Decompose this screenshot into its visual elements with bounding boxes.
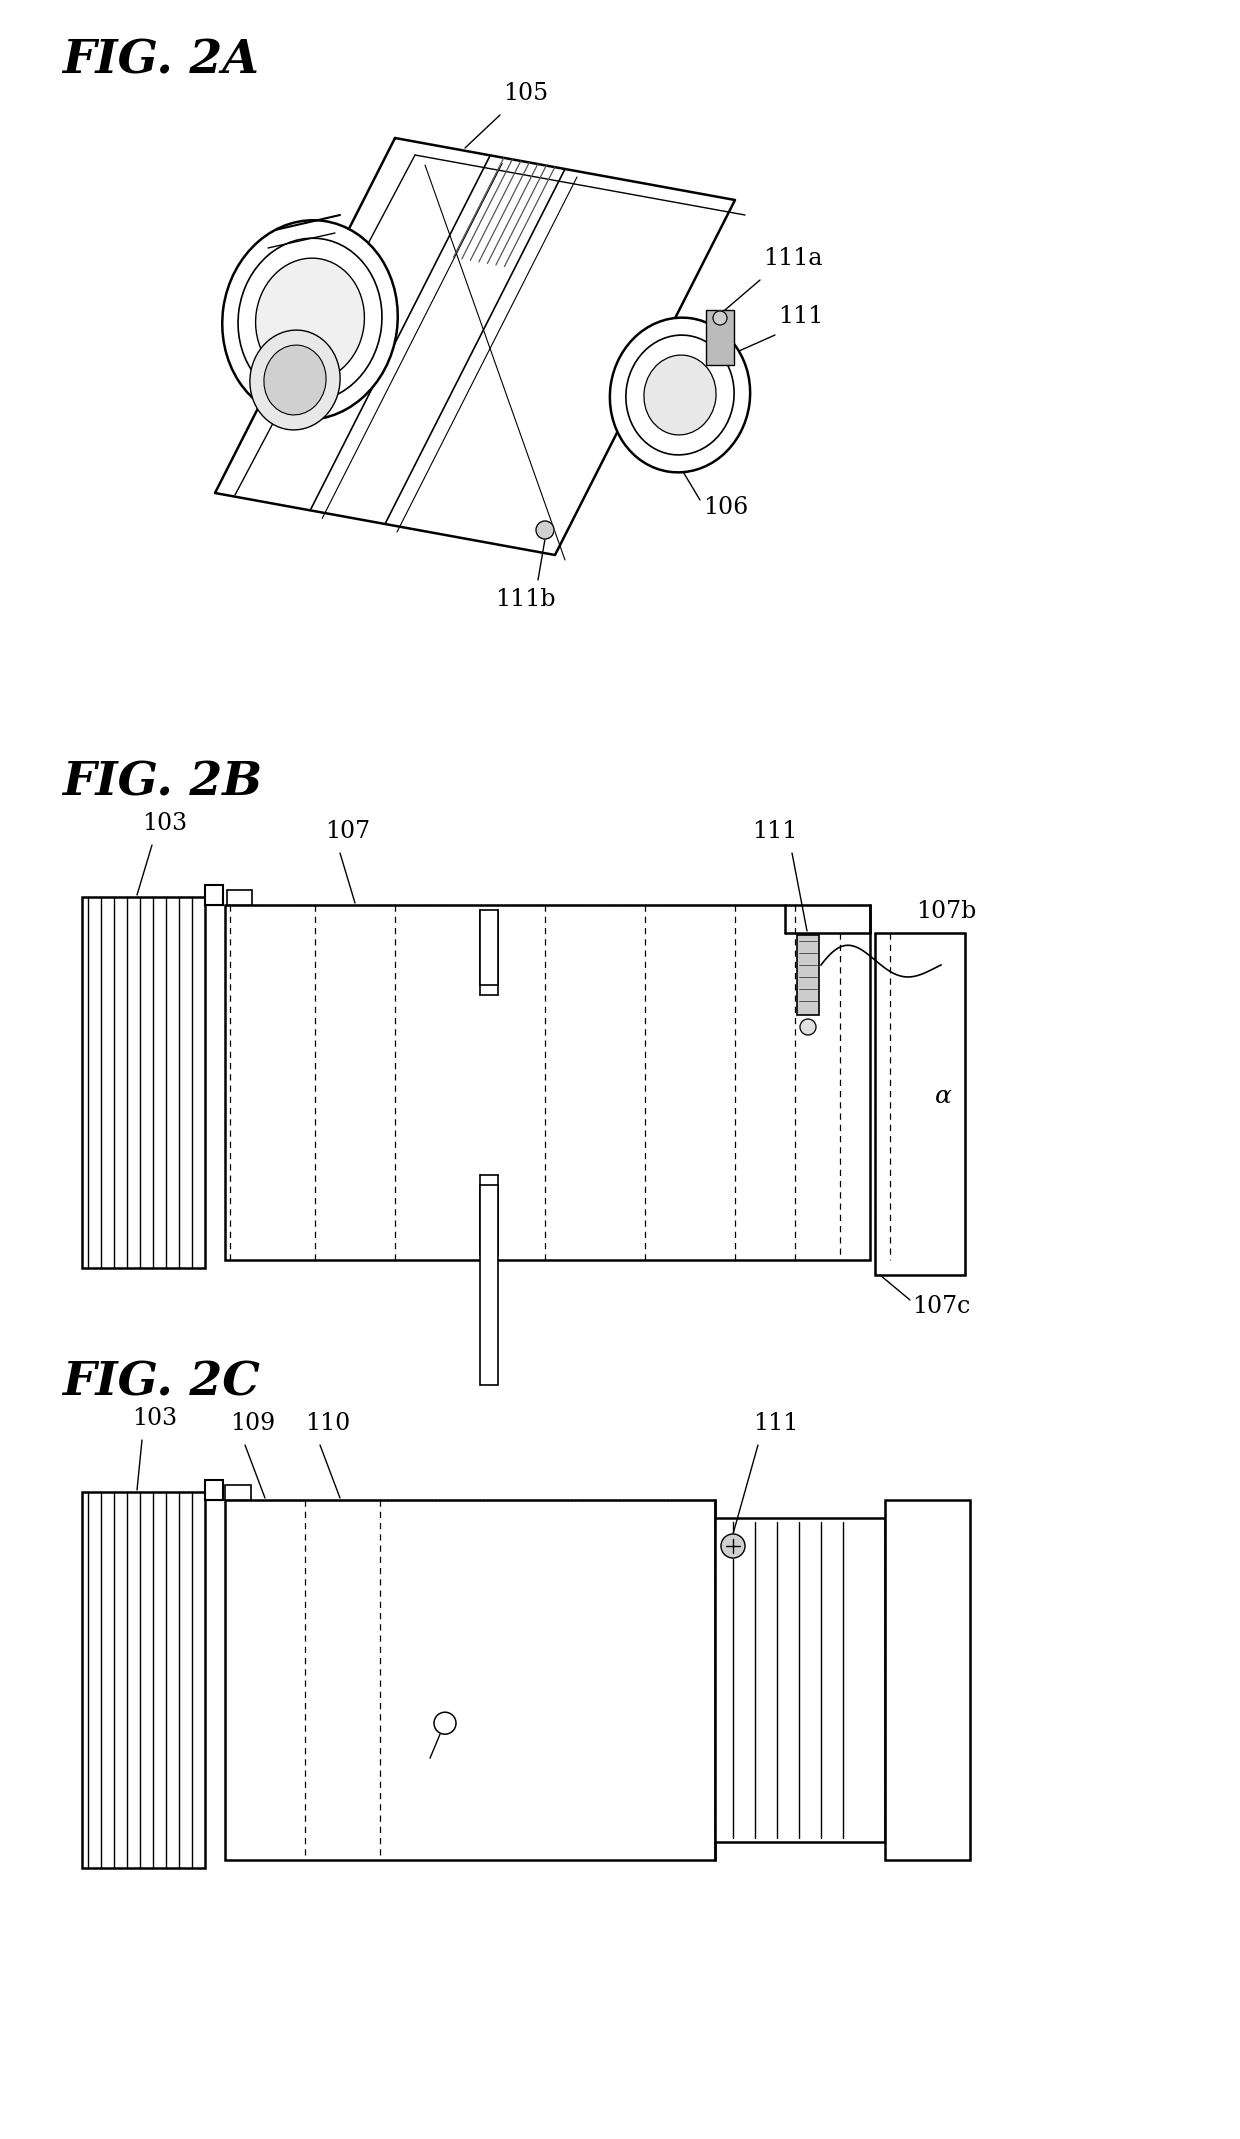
Circle shape	[713, 310, 727, 325]
Text: 111: 111	[777, 306, 823, 327]
Ellipse shape	[610, 317, 750, 473]
Bar	[797, 935, 818, 1016]
Text: 111: 111	[751, 819, 797, 843]
Text: FIG. 2B: FIG. 2B	[62, 759, 262, 806]
Text: 107: 107	[325, 819, 370, 843]
Text: 111: 111	[753, 1412, 799, 1435]
Bar	[224, 1484, 250, 1499]
Polygon shape	[215, 139, 735, 554]
Bar	[706, 310, 734, 366]
Text: 105: 105	[503, 81, 548, 105]
Ellipse shape	[255, 259, 365, 383]
Text: 107c: 107c	[911, 1294, 970, 1318]
Bar	[480, 909, 498, 984]
Text: α: α	[935, 1084, 952, 1108]
Text: 111b: 111b	[495, 588, 556, 612]
Ellipse shape	[238, 237, 382, 402]
Ellipse shape	[264, 344, 326, 415]
Text: 107b: 107b	[916, 901, 976, 924]
Bar	[205, 1480, 223, 1499]
Text: 103: 103	[131, 1407, 177, 1431]
Text: 111a: 111a	[763, 246, 822, 270]
Text: 106: 106	[703, 496, 748, 520]
Ellipse shape	[644, 355, 715, 434]
Bar	[82, 896, 205, 1268]
Text: 103: 103	[143, 813, 187, 834]
Bar	[227, 890, 252, 905]
Circle shape	[800, 1018, 816, 1035]
Text: FIG. 2A: FIG. 2A	[62, 39, 259, 83]
Bar	[480, 1185, 498, 1384]
Bar	[205, 886, 223, 905]
Bar	[875, 933, 965, 1275]
Text: 110: 110	[305, 1412, 350, 1435]
Bar	[224, 905, 870, 1260]
Circle shape	[434, 1711, 456, 1735]
Bar	[715, 1519, 885, 1842]
Bar	[82, 1493, 205, 1867]
Ellipse shape	[222, 220, 398, 419]
Circle shape	[720, 1534, 745, 1557]
Bar	[885, 1499, 970, 1861]
Ellipse shape	[626, 336, 734, 456]
Circle shape	[536, 522, 554, 539]
Ellipse shape	[250, 329, 340, 430]
Text: FIG. 2C: FIG. 2C	[62, 1360, 260, 1405]
Text: 109: 109	[229, 1412, 275, 1435]
Bar	[224, 1499, 715, 1861]
